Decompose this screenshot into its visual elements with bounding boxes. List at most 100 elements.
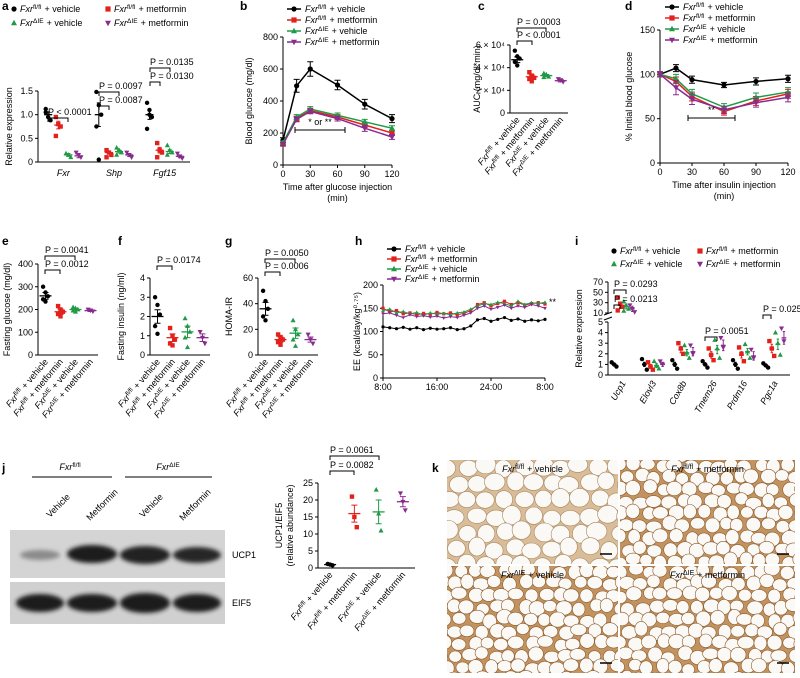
adipocyte — [724, 662, 739, 673]
y-tick-label: 150 — [640, 25, 655, 35]
genotype: fl/fl — [318, 15, 327, 22]
legend-marker — [669, 4, 674, 9]
y-tick-label: 5 — [308, 546, 313, 556]
y-tick-label: 40 — [243, 299, 253, 309]
adipocyte — [563, 589, 579, 602]
band-label: EIF5 — [232, 598, 251, 608]
group-label: FxrΔIE+ metformin — [670, 570, 745, 581]
y-tick-label: 25 — [303, 478, 313, 488]
panel-letter: a — [2, 0, 9, 13]
adipocyte — [476, 492, 495, 508]
data-point — [350, 494, 354, 498]
adipocyte — [625, 481, 640, 496]
y-axis-label: EE (kcal/day/kg⁰·⁷⁵) — [352, 292, 362, 371]
x-tick-label: 120 — [780, 167, 795, 177]
data-point — [43, 299, 47, 303]
y-tick-label: 0 — [28, 350, 33, 360]
adipocyte — [497, 661, 512, 672]
adipocyte — [761, 469, 776, 483]
x-tick-label: 60 — [332, 169, 342, 179]
p-value: P = 0.0003 — [517, 17, 561, 27]
y-tick-label: 4 — [598, 328, 603, 338]
y-tick-label: 1 — [140, 331, 145, 341]
y-tick-label: 0 — [248, 350, 253, 360]
legend-marker — [697, 248, 702, 253]
y-axis-label: Relative expression — [574, 289, 584, 368]
data-point — [104, 155, 108, 159]
adipocyte — [751, 659, 766, 673]
y-axis-label: AUC (mg/dl*min) — [472, 45, 482, 113]
adipocyte — [745, 624, 759, 637]
genotype: ΔIE — [683, 570, 695, 577]
genotype: fl/fl — [684, 464, 693, 471]
data-point — [362, 102, 367, 107]
treatment: + vehicle — [710, 24, 746, 34]
genotype: ΔIE — [418, 264, 429, 271]
significance: * or ** — [308, 117, 332, 127]
adipocyte — [456, 662, 469, 673]
adipocyte — [601, 542, 618, 560]
genotype: fl/fl — [719, 246, 728, 253]
treatment: + metformin — [707, 13, 755, 23]
adipocyte — [543, 600, 556, 611]
y-tick-label: 0 — [500, 108, 505, 118]
data-point — [263, 318, 267, 322]
gene: Fxr — [620, 246, 634, 256]
panel-letter: g — [225, 234, 232, 248]
data-point — [523, 320, 526, 323]
gene: Fxr — [670, 570, 684, 580]
data-point — [537, 319, 540, 322]
p-value: P = 0.0135 — [150, 57, 194, 67]
adipocyte — [650, 600, 665, 613]
adipocyte — [709, 659, 722, 673]
y-tick-label: 200 — [18, 305, 33, 315]
treatment: + metformin — [710, 35, 758, 45]
adipocyte — [695, 587, 710, 601]
group-label: FxrΔIE+ vehicle — [501, 570, 564, 581]
y-tick-label: 50 — [593, 287, 603, 297]
adipocyte — [677, 601, 689, 614]
adipocyte — [643, 480, 657, 494]
data-point — [483, 317, 486, 320]
treatment: + vehicle — [47, 18, 83, 28]
adipocyte — [508, 588, 523, 599]
genotype: fl/fl — [633, 246, 642, 253]
data-point — [170, 343, 174, 347]
adipocyte — [484, 473, 505, 490]
y-tick-label: 150 — [363, 303, 378, 313]
adipocyte — [524, 474, 544, 491]
adipocyte — [524, 613, 538, 625]
p-value: P = 0.0082 — [330, 460, 374, 470]
y-tick-label: 2 — [598, 349, 603, 359]
genotype: ΔIE — [633, 259, 644, 266]
treatment: + metformin — [429, 254, 477, 264]
adipocyte — [528, 647, 543, 661]
y-tick-label: 70 — [593, 277, 603, 287]
y-tick-label: 1.5 — [20, 86, 33, 96]
y-tick-label: 200 — [363, 280, 378, 290]
adipocyte — [669, 529, 683, 543]
data-point — [335, 82, 340, 87]
data-point — [94, 90, 98, 94]
data-point — [711, 358, 715, 362]
treatment: + vehicle — [528, 570, 564, 580]
adipocyte — [560, 538, 577, 556]
data-point — [785, 76, 790, 81]
genotype: ΔIE — [318, 37, 329, 44]
adipocyte — [754, 506, 768, 518]
adipocyte — [549, 612, 565, 627]
adipocyte — [570, 649, 586, 661]
y-tick-label: 50 — [645, 114, 655, 124]
y-tick-label: 20 — [303, 495, 313, 505]
band — [173, 594, 221, 612]
adipocyte — [646, 496, 662, 508]
adipocyte — [641, 635, 656, 649]
group-label: Fxrfl/fl+ vehicle — [502, 464, 563, 475]
data-point — [515, 63, 519, 67]
group-label: Fxrfl/fl+ vehicle — [683, 2, 743, 13]
data-point — [388, 326, 391, 329]
adipocyte — [737, 614, 753, 626]
data-point — [530, 79, 534, 83]
adipocyte — [538, 636, 554, 647]
genotype: ΔIE — [696, 24, 707, 31]
